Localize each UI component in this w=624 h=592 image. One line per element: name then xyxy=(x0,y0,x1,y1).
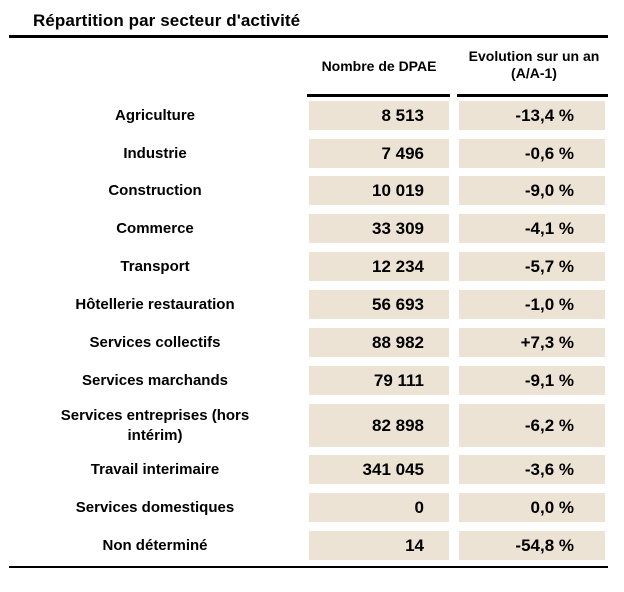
count-cell: 12 234 xyxy=(309,252,449,281)
count-cell: 88 982 xyxy=(309,328,449,357)
evolution-cell: -13,4 % xyxy=(459,101,605,130)
evolution-cell: -5,7 % xyxy=(459,252,605,281)
evolution-cell: -9,0 % xyxy=(459,176,605,205)
top-rule xyxy=(9,35,608,38)
count-cell: 341 045 xyxy=(309,455,449,484)
count-cell: 8 513 xyxy=(309,101,449,130)
count-cell: 14 xyxy=(309,531,449,560)
evolution-cell: -3,6 % xyxy=(459,455,605,484)
table-row: Services marchands 79 111 -9,1 % xyxy=(0,366,624,395)
evolution-cell: 0,0 % xyxy=(459,493,605,522)
count-cell: 82 898 xyxy=(309,404,449,447)
sector-label: Hôtellerie restauration xyxy=(75,295,235,313)
table-row: Non déterminé 14 -54,8 % xyxy=(0,531,624,560)
evolution-cell: -54,8 % xyxy=(459,531,605,560)
sector-label: Industrie xyxy=(123,144,187,162)
sector-label: Non déterminé xyxy=(102,536,208,554)
table-row: Agriculture 8 513 -13,4 % xyxy=(0,101,624,130)
sector-label: Services domestiques xyxy=(75,498,235,516)
sector-label: Construction xyxy=(108,181,202,199)
bottom-rule xyxy=(9,566,608,568)
count-cell: 56 693 xyxy=(309,290,449,319)
sector-label: Services marchands xyxy=(82,371,228,389)
sector-label: Services collectifs xyxy=(89,333,221,351)
table-row: Construction 10 019 -9,0 % xyxy=(0,176,624,205)
table-title: Répartition par secteur d'activité xyxy=(33,11,301,30)
header-rule-evolution xyxy=(457,94,608,97)
table-row: Services entreprises (hors intérim) 82 89… xyxy=(0,404,624,447)
sector-label: Agriculture xyxy=(114,106,195,124)
count-cell: 0 xyxy=(309,493,449,522)
evolution-cell: -4,1 % xyxy=(459,214,605,243)
evolution-cell: -1,0 % xyxy=(459,290,605,319)
header-rule-count xyxy=(307,94,450,97)
table-row: Travail interimaire 341 045 -3,6 % xyxy=(0,455,624,484)
count-cell: 10 019 xyxy=(309,176,449,205)
column-header-count: Nombre de DPAE xyxy=(321,58,437,74)
table-row: Commerce 33 309 -4,1 % xyxy=(0,214,624,243)
evolution-cell: +7,3 % xyxy=(459,328,605,357)
table-row: Industrie 7 496 -0,6 % xyxy=(0,139,624,168)
table-row: Services domestiques 0 0,0 % xyxy=(0,493,624,522)
sector-label: Commerce xyxy=(116,219,194,237)
count-cell: 33 309 xyxy=(309,214,449,243)
evolution-cell: -0,6 % xyxy=(459,139,605,168)
evolution-cell: -6,2 % xyxy=(459,404,605,447)
column-header-evolution: Evolution sur un an (A/A-1) xyxy=(468,48,600,81)
sector-label: Transport xyxy=(120,257,190,275)
table-row: Hôtellerie restauration 56 693 -1,0 % xyxy=(0,290,624,319)
evolution-cell: -9,1 % xyxy=(459,366,605,395)
sector-label: Services entreprises (hors intérim) xyxy=(60,406,250,444)
table-row: Services collectifs 88 982 +7,3 % xyxy=(0,328,624,357)
count-cell: 79 111 xyxy=(309,366,449,395)
count-cell: 7 496 xyxy=(309,139,449,168)
table-row: Transport 12 234 -5,7 % xyxy=(0,252,624,281)
sector-label: Travail interimaire xyxy=(90,460,220,478)
